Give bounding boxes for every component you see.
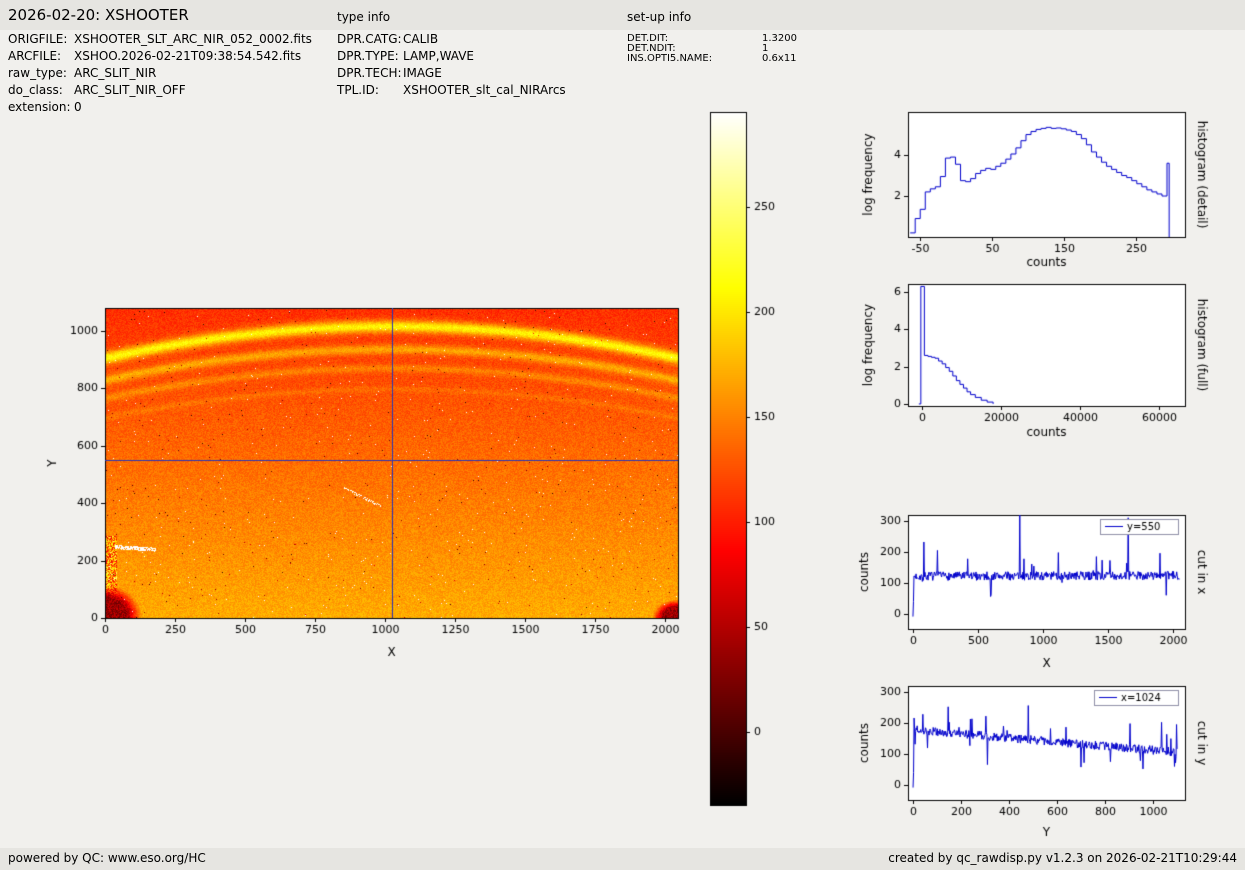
colorbar-canvas (700, 100, 800, 815)
tpl-id-row: TPL.ID: XSHOOTER_slt_cal_NIRArcs (337, 83, 566, 100)
extension-value: 0 (74, 100, 82, 114)
cut-in-x-canvas (852, 503, 1242, 674)
det-dit-value: 1.3200 (762, 33, 797, 44)
cut-in-x-plot (852, 503, 1242, 674)
colorbar (700, 100, 800, 815)
histogram-detail-plot (852, 98, 1242, 270)
histogram-full-plot (852, 270, 1242, 442)
det-dit-row: DET.DIT: 1.3200 (627, 34, 797, 44)
histogram-detail-canvas (852, 98, 1242, 270)
raw-type-value: ARC_SLIT_NIR (74, 66, 157, 80)
ins-opti5-value: 0.6x11 (762, 53, 797, 64)
page-title: 2026-02-20: XSHOOTER (8, 6, 189, 24)
arcfile-value: XSHOO.2026-02-21T09:38:54.542.fits (74, 49, 302, 63)
origfile-row: ORIGFILE: XSHOOTER_SLT_ARC_NIR_052_0002.f… (8, 32, 312, 49)
do-class-value: ARC_SLIT_NIR_OFF (74, 83, 186, 97)
arcfile-row: ARCFILE: XSHOO.2026-02-21T09:38:54.542.fi… (8, 49, 312, 66)
file-info-block: ORIGFILE: XSHOOTER_SLT_ARC_NIR_052_0002.f… (8, 32, 312, 117)
raw-type-row: raw_type: ARC_SLIT_NIR (8, 66, 312, 83)
header-bar: 2026-02-20: XSHOOTER type info set-up in… (0, 0, 1245, 30)
det-ndit-label: DET.NDIT: (627, 43, 676, 54)
extension-label: extension: (8, 100, 71, 114)
type-info-block: DPR.CATG:CALIB DPR.TYPE: LAMP,WAVE DPR.TE… (337, 32, 566, 100)
origfile-value: XSHOOTER_SLT_ARC_NIR_052_0002.fits (74, 32, 312, 46)
arcfile-label: ARCFILE: (8, 49, 62, 63)
ins-opti5-label: INS.OPTI5.NAME: (627, 53, 713, 64)
footer-bar: powered by QC: www.eso.org/HC created by… (0, 848, 1245, 870)
tpl-id-value: XSHOOTER_slt_cal_NIRArcs (403, 83, 566, 97)
origfile-label: ORIGFILE: (8, 32, 68, 46)
det-ndit-value: 1 (762, 43, 769, 54)
dpr-tech-label: DPR.TECH: (337, 66, 402, 80)
dpr-catg-value: CALIB (403, 32, 439, 46)
dpr-catg-label: DPR.CATG: (337, 32, 402, 46)
type-info-heading: type info (337, 10, 391, 24)
cut-in-y-canvas (852, 674, 1242, 848)
setup-info-heading: set-up info (627, 10, 692, 24)
dpr-catg-row: DPR.CATG:CALIB (337, 32, 566, 49)
footer-credit-left: powered by QC: www.eso.org/HC (8, 851, 206, 865)
dpr-type-row: DPR.TYPE: LAMP,WAVE (337, 49, 566, 66)
raw-image-canvas (40, 290, 690, 670)
do-class-row: do_class: ARC_SLIT_NIR_OFF (8, 83, 312, 100)
det-ndit-row: DET.NDIT: 1 (627, 44, 797, 54)
extension-row: extension: 0 (8, 100, 312, 117)
raw-type-label: raw_type: (8, 66, 67, 80)
do-class-label: do_class: (8, 83, 63, 97)
dpr-tech-row: DPR.TECH:IMAGE (337, 66, 566, 83)
dpr-type-label: DPR.TYPE: (337, 49, 399, 63)
tpl-id-label: TPL.ID: (337, 83, 379, 97)
histogram-full-canvas (852, 270, 1242, 442)
det-dit-label: DET.DIT: (627, 33, 669, 44)
footer-credit-right: created by qc_rawdisp.py v1.2.3 on 2026-… (888, 851, 1237, 865)
dpr-tech-value: IMAGE (403, 66, 442, 80)
cut-in-y-plot (852, 674, 1242, 848)
setup-info-block: DET.DIT: 1.3200 DET.NDIT: 1 INS.OPTI5.NAME… (627, 34, 797, 64)
raw-image-plot (40, 290, 690, 670)
dpr-type-value: LAMP,WAVE (403, 49, 475, 63)
ins-opti5-row: INS.OPTI5.NAME: 0.6x11 (627, 54, 797, 64)
